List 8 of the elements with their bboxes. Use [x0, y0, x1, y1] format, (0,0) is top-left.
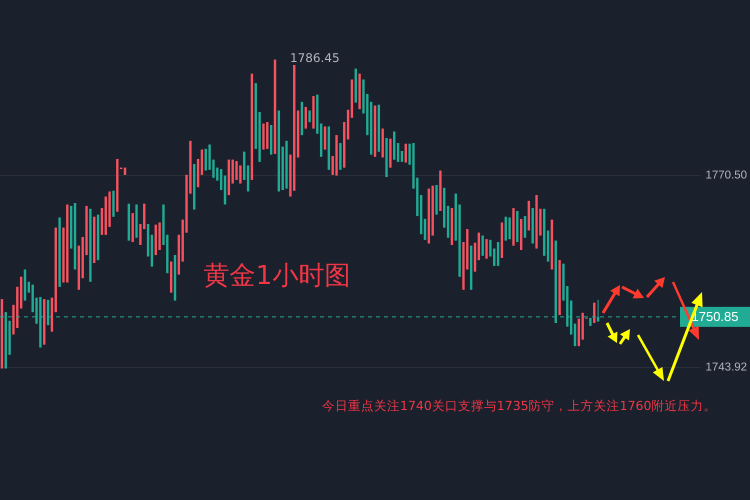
- y-tick-label: 1743.92: [706, 361, 748, 374]
- annotation: 黄金1小时图: [204, 261, 350, 291]
- annotation: 今日重点关注1740关口支撑与1735防守，上方关注1760附近压力。: [322, 398, 716, 413]
- y-tick-label: 1770.50: [706, 169, 748, 182]
- annotation: 1786.45: [290, 51, 340, 65]
- candlestick: [593, 302, 596, 324]
- candlestick: [496, 242, 500, 266]
- candlestick: [481, 235, 484, 256]
